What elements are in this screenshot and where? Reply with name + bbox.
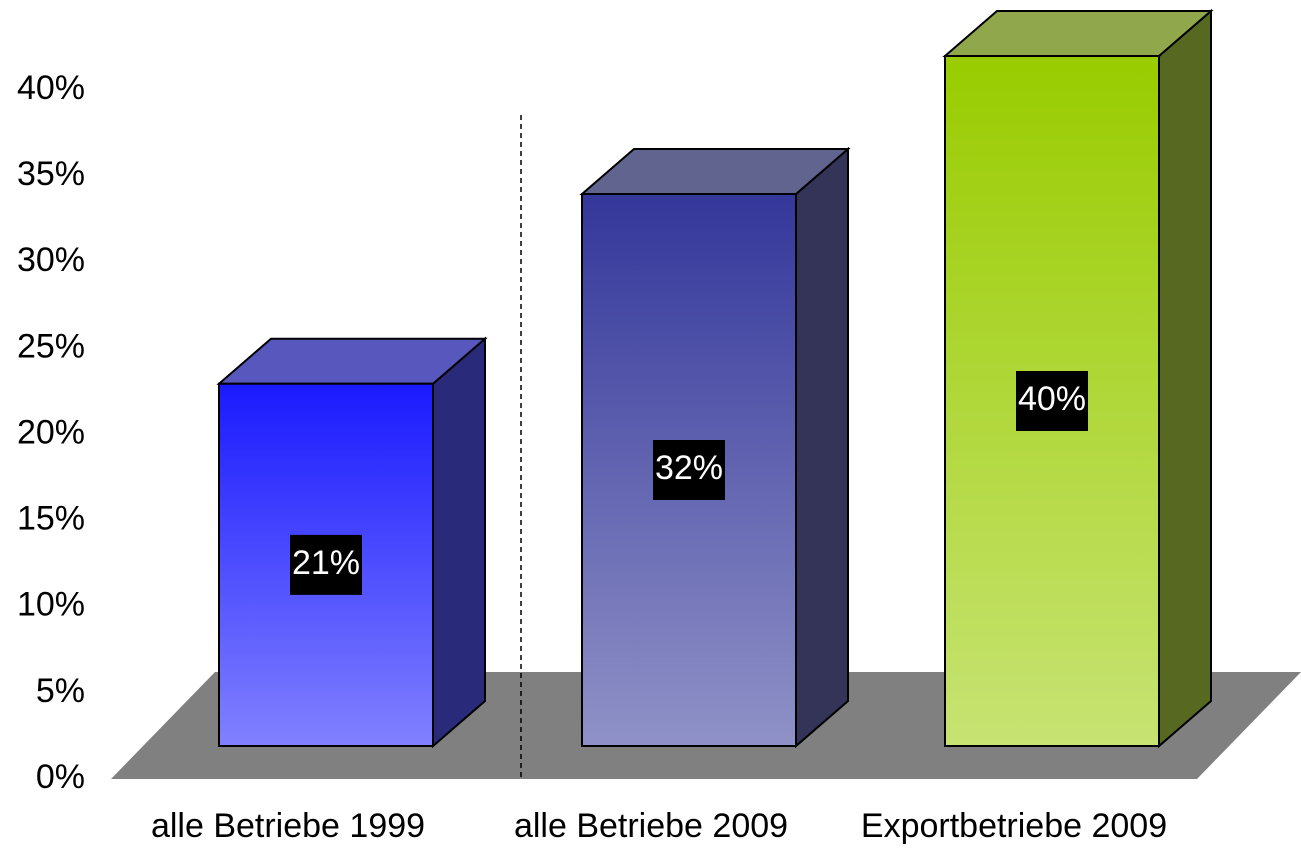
y-tick-label: 35% <box>17 155 85 193</box>
x-tick-label: alle Betriebe 1999 <box>151 807 425 845</box>
y-tick-label: 20% <box>17 413 85 451</box>
x-tick-label: alle Betriebe 2009 <box>514 807 788 845</box>
value-label-bg <box>290 534 362 595</box>
value-label: 40% <box>1018 380 1086 418</box>
value-label-bg <box>1016 371 1088 431</box>
bar-side <box>1158 8 1212 749</box>
bar-side <box>432 336 486 749</box>
value-label: 21% <box>292 544 360 582</box>
y-tick-label: 40% <box>17 69 85 107</box>
value-label-bg <box>653 440 725 500</box>
y-tick-label: 25% <box>17 327 85 365</box>
y-tick-label: 0% <box>36 758 85 796</box>
y-tick-label: 30% <box>17 241 85 279</box>
y-tick-label: 5% <box>36 672 85 710</box>
bar-side <box>795 146 849 749</box>
y-tick-label: 10% <box>17 586 85 624</box>
y-tick-label: 15% <box>17 500 85 538</box>
value-label: 32% <box>655 449 723 487</box>
x-tick-label: Exportbetriebe 2009 <box>861 807 1167 845</box>
